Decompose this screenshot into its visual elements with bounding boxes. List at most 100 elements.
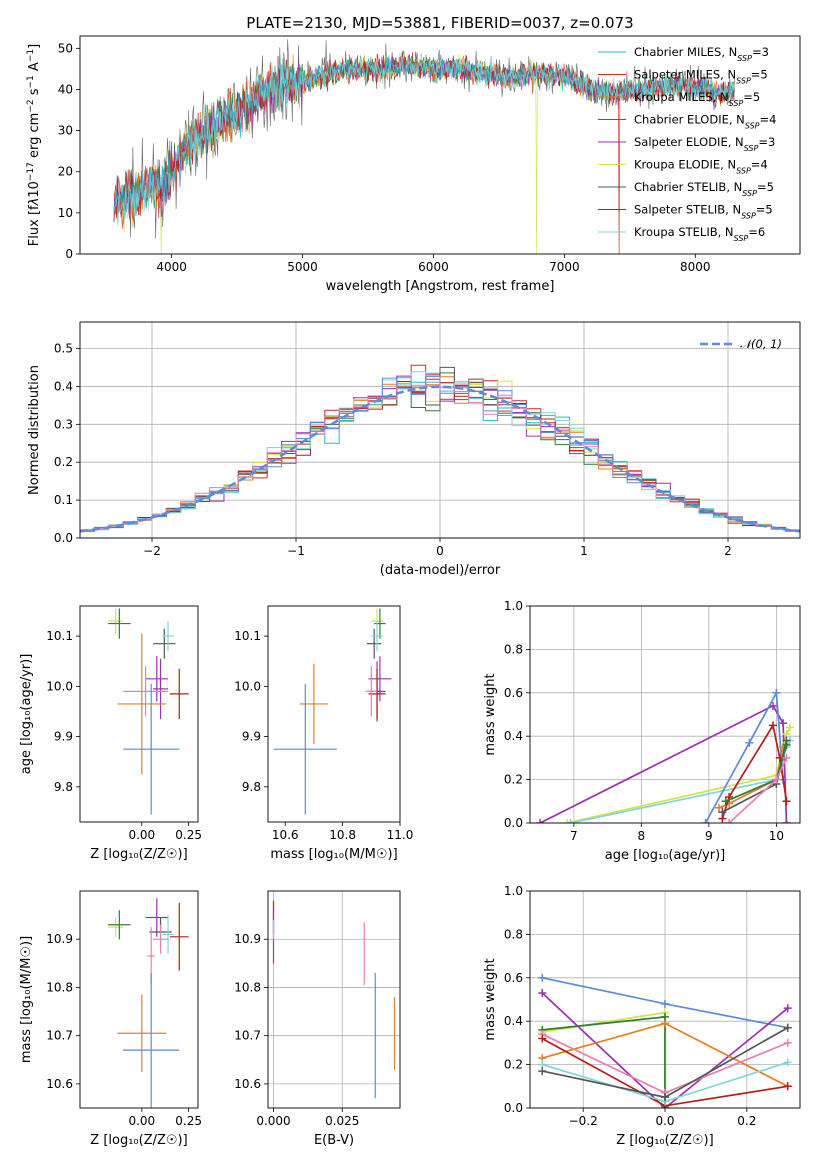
y-tick-label: 0.4 <box>504 729 523 743</box>
errorbar-point <box>123 972 180 1108</box>
x-tick-label: 0.0 <box>655 1114 674 1128</box>
y-tick-label: 10.7 <box>234 1029 261 1043</box>
y-tick-label: 10.0 <box>234 679 261 693</box>
y-tick-label: 0.6 <box>504 686 523 700</box>
errorbar-point <box>117 633 167 775</box>
spectrum-panel: 4000 5000 6000 7000 8000 0 10 20 30 40 50 wavelengt… <box>26 35 801 294</box>
y-tick-label: 10 <box>58 206 73 220</box>
axes-frame <box>79 321 801 539</box>
x-tick-label: 11.0 <box>387 828 414 842</box>
legend-entry: Salpeter MILES, NSSP=5 <box>634 68 768 86</box>
y-tick-label: 10.6 <box>46 1077 73 1091</box>
legend-entry: Chabrier MILES, NSSP=3 <box>634 45 769 63</box>
y-axis-label: Flux [fλ10−17 erg cm−2 s−1 A−1] <box>26 44 42 246</box>
age_vs_mass-plot <box>273 608 392 815</box>
weight-marker <box>661 1019 669 1028</box>
y-tick-label: 9.9 <box>242 730 261 744</box>
weight-marker <box>661 1093 669 1102</box>
errorbar-point <box>108 917 124 937</box>
weight_vs_age-grid <box>530 605 800 824</box>
legend-entry: Kroupa MILES, NSSP=5 <box>634 90 760 108</box>
legend-entry: Kroupa STELIB, NSSP=6 <box>634 225 765 243</box>
errorbar-point <box>169 903 189 971</box>
y-tick-label: 30 <box>58 124 73 138</box>
weight-marker <box>783 1004 792 1013</box>
x-tick-label: 8000 <box>680 260 711 274</box>
y-tick-label: 0.0 <box>54 531 73 545</box>
y-tick-label: 10.9 <box>46 932 73 946</box>
legend-entry: Salpeter ELODIE, NSSP=3 <box>634 135 775 153</box>
weight-marker <box>782 740 791 749</box>
weight-marker <box>785 723 794 732</box>
weight-marker <box>538 973 547 982</box>
y-tick-label: 40 <box>58 82 73 96</box>
x-axis-label: Z [log₁₀(Z/Z☉)] <box>616 1133 713 1148</box>
legend-entry: Salpeter STELIB, NSSP=5 <box>634 203 773 221</box>
y-axis-label: Normed distribution <box>27 365 42 495</box>
errorbar-point <box>162 915 174 954</box>
y-tick-label: 0.8 <box>504 642 523 656</box>
x-tick-label: 0 <box>436 544 444 558</box>
y-tick-label: 10.0 <box>46 679 73 693</box>
spectrum-line-sp_elodie <box>113 51 735 220</box>
axes-frame <box>529 605 801 824</box>
weight-marker <box>783 1038 792 1047</box>
weight-marker <box>769 701 777 710</box>
spectrum-line-kr_stelib <box>113 52 735 227</box>
errorbar-point <box>365 666 378 717</box>
legend-entry: 𝒩(0, 1) <box>740 337 782 351</box>
y-tick-label: 50 <box>58 41 73 55</box>
y-tick-label: 9.8 <box>242 780 261 794</box>
x-axis-label: Z [log₁₀(Z/Z☉)] <box>90 1133 187 1148</box>
y-tick-label: 10.9 <box>234 932 261 946</box>
weight-marker <box>783 1082 792 1091</box>
weight-marker <box>782 797 791 806</box>
y-tick-label: 0.1 <box>54 493 73 507</box>
x-axis-label: age [log₁₀(age/yr)] <box>605 848 726 863</box>
errorbar-point <box>299 663 329 745</box>
y-tick-label: 1.0 <box>504 884 523 898</box>
errorbar-point <box>108 910 131 940</box>
weight-marker <box>718 808 727 817</box>
errorbar-point <box>162 621 174 652</box>
weight-marker <box>701 819 710 823</box>
weight-marker <box>779 719 788 728</box>
x-tick-label: 7 <box>570 829 578 843</box>
mass_vs_ebv-panel: 0.000 0.025 10.6 10.7 10.8 10.9 E(B-V) <box>234 890 401 1148</box>
weight-marker <box>538 1067 547 1076</box>
weight-marker <box>721 797 730 806</box>
weight_vs_Z-panel: −0.2 0.0 0.2 0.0 0.2 0.4 0.6 0.8 1.0 Z [log₁₀(Z/Z… <box>483 884 801 1148</box>
x-axis-label: E(B-V) <box>314 1133 354 1148</box>
axes-frame <box>79 35 801 255</box>
errorbar-point <box>117 994 167 1072</box>
y-tick-label: 10.6 <box>234 1077 261 1091</box>
x-tick-label: 2 <box>724 544 732 558</box>
weight-marker <box>745 738 754 747</box>
errorbar-point <box>371 621 383 652</box>
y-tick-label: 10.8 <box>46 980 73 994</box>
errorbar-point <box>169 668 189 720</box>
y-tick-label: 9.8 <box>54 780 73 794</box>
figure-title: PLATE=2130, MJD=53881, FIBERID=0037, z=0… <box>246 14 633 32</box>
age_vs_Z-plot <box>108 608 189 815</box>
x-axis-label: mass [log₁₀(M/M☉)] <box>270 847 397 862</box>
weight-marker <box>725 819 734 823</box>
age_vs_Z-panel: 0.00 0.25 9.8 9.9 10.0 10.1 Z [log₁₀(Z/Z☉)] age… <box>19 605 202 862</box>
spectrum-line-cb_miles <box>113 55 735 215</box>
x-tick-label: 0.00 <box>128 828 155 842</box>
x-tick-label: 10.6 <box>272 828 299 842</box>
axes-frame <box>79 605 199 823</box>
errorbar-point <box>153 628 176 659</box>
x-tick-label: 6000 <box>418 260 449 274</box>
y-tick-label: 0 <box>65 247 73 261</box>
x-tick-label: 7000 <box>549 260 580 274</box>
residuals-plot <box>80 364 800 538</box>
errorbar-point <box>374 608 386 639</box>
y-tick-label: 0.3 <box>54 417 73 431</box>
errorbar-point <box>108 608 131 639</box>
y-axis-label: mass [log₁₀(M/M☉)] <box>19 936 34 1063</box>
x-tick-label: 0.25 <box>175 828 202 842</box>
mass_vs_ebv-plot <box>272 900 396 1099</box>
errorbar-point <box>273 683 337 815</box>
